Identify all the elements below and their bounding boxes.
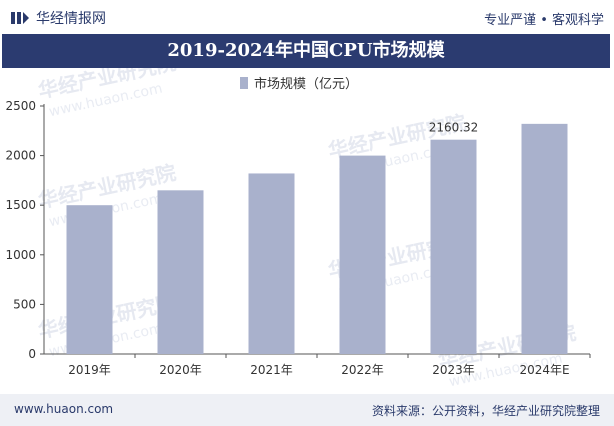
bar — [339, 155, 386, 354]
y-tick-label: 0 — [28, 347, 36, 361]
footer: www.huaon.com 资料来源：公开资料，华经产业研究院整理 — [0, 394, 614, 426]
x-tick-label: 2022年 — [341, 363, 384, 377]
slogan: 专业严谨 • 客观科学 — [484, 13, 604, 28]
legend-label: 市场规模（亿元） — [254, 76, 358, 92]
bar — [66, 205, 113, 354]
y-tick-label: 500 — [13, 297, 36, 311]
x-tick-label: 2020年 — [159, 363, 202, 377]
logo-icon — [11, 12, 29, 24]
footer-source: 资料来源：公开资料，华经产业研究院整理 — [371, 404, 600, 418]
bar — [430, 139, 477, 354]
legend: 市场规模（亿元） — [240, 76, 358, 92]
bar — [248, 173, 295, 354]
x-tick-label: 2023年 — [432, 363, 475, 377]
watermark-layer: 华经产业研究院www.huaon.com华经产业研究院www.huaon.com… — [36, 50, 578, 390]
bars — [66, 123, 568, 354]
y-tick-label: 2500 — [5, 99, 36, 113]
data-labels: 2160.32 — [429, 121, 479, 135]
bar-chart: 华经产业研究院www.huaon.com华经产业研究院www.huaon.com… — [5, 50, 591, 390]
y-tick-label: 1000 — [5, 248, 36, 262]
bar — [157, 190, 204, 354]
brand-name: 华经情报网 — [36, 11, 106, 27]
y-tick-label: 2000 — [5, 149, 36, 163]
chart-title: 2019-2024年中国CPU市场规模 — [167, 40, 445, 61]
x-tick-label: 2019年 — [68, 363, 111, 377]
footer-url: www.huaon.com — [14, 402, 114, 416]
data-label: 2160.32 — [429, 121, 479, 135]
x-tick-label: 2024年E — [519, 363, 569, 377]
y-tick-label: 1500 — [5, 198, 36, 212]
title-bar: 2019-2024年中国CPU市场规模 — [2, 34, 610, 68]
axes: 0 500 1000 1500 2000 2500 2019年 2020年 2021年 2022年… — [5, 99, 591, 377]
chart-area: 华经产业研究院 www.huaon.com 华经产业研究院 www.huaon.com… — [0, 50, 614, 390]
x-tick-label: 2021年 — [250, 363, 293, 377]
legend-swatch — [240, 77, 248, 89]
bar — [521, 123, 568, 354]
top-bar: 华经情报网 专业严谨 • 客观科学 — [0, 0, 614, 34]
